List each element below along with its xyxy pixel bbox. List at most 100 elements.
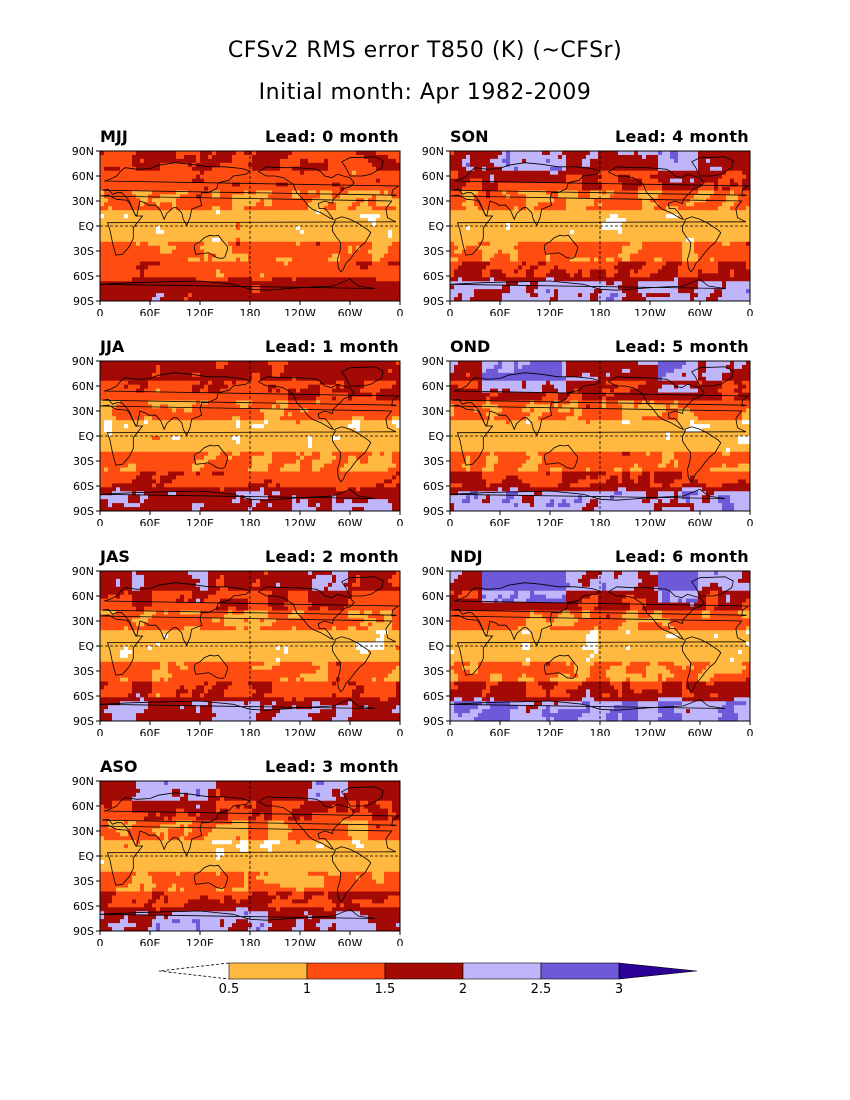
coastline [258,586,355,641]
coastline [682,216,722,273]
lat-tick-label: 60S [423,270,444,283]
lon-tick-label: 60E [490,307,511,316]
lon-tick-label: 0 [97,307,104,316]
chart-title: CFSv2 RMS error T850 (K) (~CFSr) [0,38,850,63]
coastline [99,488,376,501]
lon-tick-label: 120E [536,727,564,736]
colorbar-tick-label: 0.5 [219,982,240,997]
lat-tick-label: 30S [73,245,94,258]
colorbar-segment [540,962,620,980]
lon-tick-label: 60W [688,517,713,526]
coastline [332,216,372,273]
lon-tick-label: 120E [186,307,214,316]
colorbar-tick-label: 1 [303,982,311,997]
lat-tick-label: 90S [423,295,444,308]
lat-tick-label: 60N [72,380,94,393]
lat-tick-label: 30N [72,195,94,208]
lat-tick-label: 30S [423,665,444,678]
lon-tick-label: 0 [447,307,454,316]
lon-tick-label: 0 [397,727,404,736]
lat-tick-label: 90N [422,145,444,158]
coastline [102,372,400,437]
lon-tick-label: 60E [490,517,511,526]
lon-tick-label: 180 [240,517,261,526]
lat-tick-label: 60S [423,480,444,493]
panel-season-label: NDJ [450,547,483,566]
coastline [608,586,705,641]
coastline [332,426,372,483]
lon-tick-label: 120E [536,517,564,526]
lon-tick-label: 0 [97,727,104,736]
lon-tick-label: 120E [186,937,214,946]
panel-season-label: JAS [100,547,130,566]
lat-tick-label: 30S [423,245,444,258]
lat-tick-label: 90S [73,715,94,728]
lat-tick-label: 90S [423,505,444,518]
colorbar-tick-label: 2 [459,982,467,997]
lon-tick-label: 60E [140,517,161,526]
lon-tick-label: 60W [688,307,713,316]
lon-tick-label: 0 [447,727,454,736]
lat-tick-label: 90N [422,355,444,368]
coastline [449,488,726,501]
lon-tick-label: 0 [397,307,404,316]
lat-tick-label: 90S [73,925,94,938]
panel-lead-label: Lead: 2 month [265,547,399,566]
coastline [193,654,228,679]
colorbar-segment [228,962,308,980]
lat-tick-label: 30N [422,195,444,208]
coastline [258,796,355,851]
lon-tick-label: 0 [747,727,754,736]
panel-season-label: ASO [100,757,138,776]
coastline [543,654,578,679]
lat-tick-label: 30S [73,875,94,888]
coastline [193,444,228,469]
lon-tick-label: 60W [338,307,363,316]
lon-tick-label: 180 [590,727,611,736]
panel-season-label: SON [450,127,489,146]
coastline [452,162,750,227]
map-panel-ond: OND Lead: 5 month 90N 60N 30N EQ 30S 60S 90S 0 60E… [422,337,777,527]
panel-lead-label: Lead: 6 month [615,547,749,566]
lat-tick-label: EQ [78,850,94,863]
colorbar: 0.5 1 1.5 2 2.5 3 [158,962,698,997]
lat-tick-label: 30N [72,405,94,418]
lon-tick-label: 120W [634,727,666,736]
lat-tick-label: 30S [73,665,94,678]
lat-tick-label: 90S [73,295,94,308]
lat-tick-label: 60N [72,800,94,813]
lon-tick-label: 180 [240,727,261,736]
lon-tick-label: 60E [490,727,511,736]
panel-lead-label: Lead: 3 month [265,757,399,776]
panel-lead-label: Lead: 5 month [615,337,749,356]
coastline [193,234,228,259]
lat-tick-label: EQ [428,220,444,233]
lon-tick-label: 60W [338,517,363,526]
coastline [608,166,705,221]
lon-tick-label: 120W [284,307,316,316]
lon-tick-label: 60E [140,307,161,316]
lon-tick-label: 60W [688,727,713,736]
coastline [193,864,228,889]
lat-tick-label: 30S [73,455,94,468]
lon-tick-label: 120W [634,307,666,316]
coastline [682,426,722,483]
lat-tick-label: 30S [423,455,444,468]
lon-tick-label: 180 [590,307,611,316]
coastline [341,156,384,177]
lon-tick-label: 60W [338,937,363,946]
lon-tick-label: 0 [97,937,104,946]
lat-tick-label: 90N [72,565,94,578]
colorbar-lower-extension [158,962,230,980]
coastline [449,278,726,291]
coastline [99,404,396,466]
lat-tick-label: 30N [422,405,444,418]
lon-tick-label: 120W [284,517,316,526]
panel-season-label: OND [450,337,490,356]
